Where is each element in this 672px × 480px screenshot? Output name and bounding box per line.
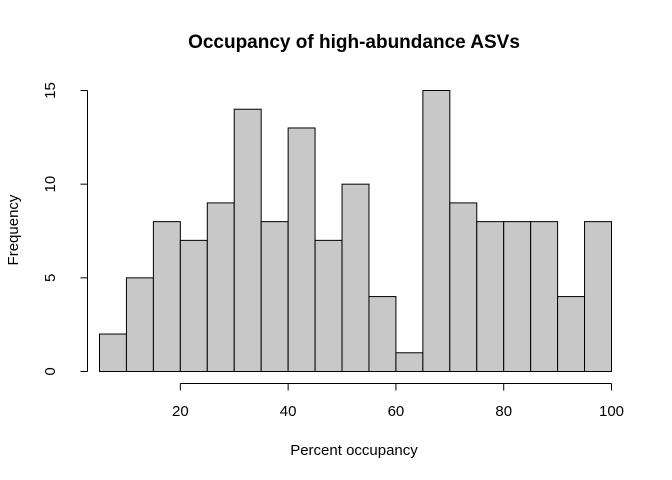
x-tick-label: 100	[599, 403, 624, 420]
histogram-bar	[233, 108, 262, 372]
histogram-bar	[287, 127, 316, 373]
histogram-bar	[503, 221, 532, 372]
x-axis: 20 40 60 80 100	[172, 383, 624, 420]
x-tick-label: 20	[172, 403, 189, 420]
histogram-bar	[206, 202, 235, 372]
chart-title: Occupancy of high-abundance ASVs	[188, 32, 520, 53]
histogram-bar	[125, 277, 154, 373]
histogram-bar	[341, 183, 370, 372]
y-axis: 0 5 10 15	[42, 82, 88, 376]
histogram-bar	[449, 202, 478, 372]
y-tick-label: 0	[42, 367, 59, 375]
y-axis-label: Frequency	[5, 194, 22, 265]
histogram-bar	[422, 90, 451, 372]
histogram-bar	[530, 221, 559, 372]
histogram-bar	[476, 221, 505, 372]
histogram-bar	[152, 221, 181, 372]
x-tick-label: 40	[280, 403, 297, 420]
histogram-bar	[584, 221, 612, 372]
histogram-bar	[260, 221, 289, 372]
histogram-bar	[368, 296, 397, 373]
x-axis-label: Percent occupancy	[290, 442, 418, 459]
histogram-bar	[314, 239, 343, 372]
y-tick-label: 10	[42, 176, 59, 193]
x-tick-label: 80	[495, 403, 512, 420]
y-tick-label: 15	[42, 82, 59, 99]
histogram-bar	[179, 239, 208, 372]
histogram-bar	[99, 333, 127, 372]
y-tick-label: 5	[42, 274, 59, 282]
bars-group	[99, 90, 612, 373]
histogram-bar	[395, 352, 424, 372]
histogram-bar	[557, 296, 586, 373]
x-tick-label: 60	[388, 403, 405, 420]
